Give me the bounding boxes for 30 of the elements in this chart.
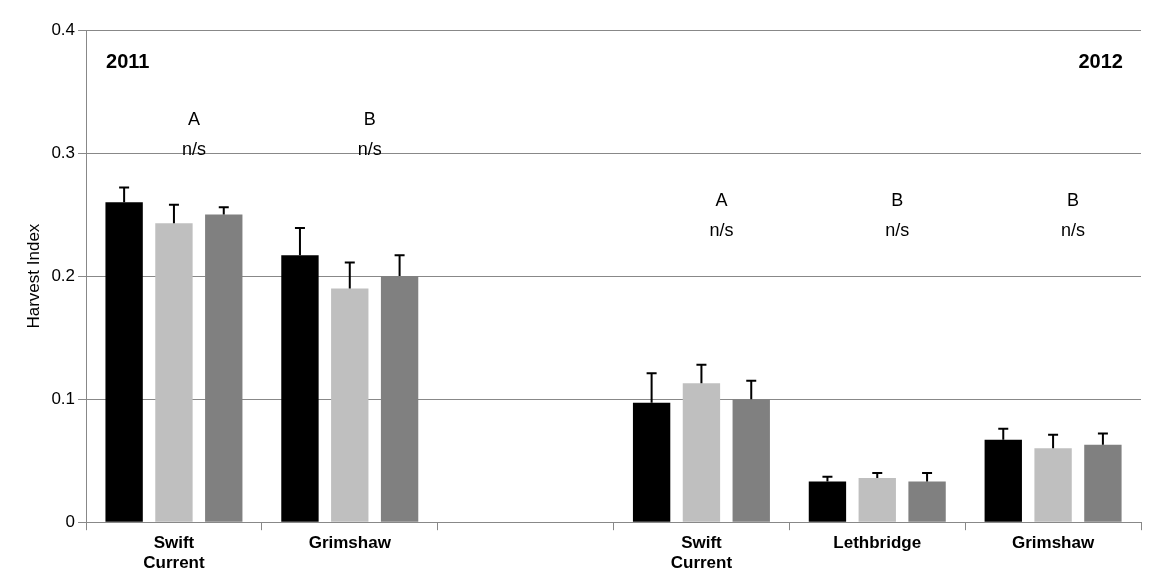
bar: [858, 477, 896, 522]
y-axis-title: Harvest Index: [23, 223, 43, 329]
annotation: 2011: [106, 49, 150, 72]
annotation: n/s: [1061, 219, 1086, 240]
bar: [1084, 444, 1122, 522]
bar: [908, 481, 946, 522]
bar: [331, 288, 369, 522]
bar: [682, 383, 721, 522]
annotation: 2012: [1078, 49, 1123, 72]
x-tick-label: Swift Current: [143, 533, 205, 573]
annotation: n/s: [709, 219, 734, 240]
y-tick-label: 0.1: [51, 388, 76, 408]
bar: [155, 223, 193, 522]
annotation: n/s: [357, 138, 382, 159]
annotation: B: [891, 189, 904, 210]
bar: [1034, 448, 1072, 522]
x-tick-label: Grimshaw: [308, 533, 392, 553]
y-tick-label: 0.2: [51, 265, 76, 285]
x-tick-label: Lethbridge: [833, 533, 922, 553]
x-tick-label: Swift Current: [670, 533, 733, 573]
annotation: n/s: [181, 138, 206, 159]
y-tick-label: 0: [65, 511, 76, 531]
y-tick-label: 0.4: [51, 19, 76, 39]
annotation: A: [187, 108, 200, 129]
x-tick-label: Grimshaw: [1011, 533, 1095, 553]
annotation: B: [363, 108, 376, 129]
annotation: n/s: [885, 219, 910, 240]
annotation: A: [715, 189, 728, 210]
y-tick-label: 0.3: [51, 142, 76, 162]
annotation: B: [1067, 189, 1080, 210]
